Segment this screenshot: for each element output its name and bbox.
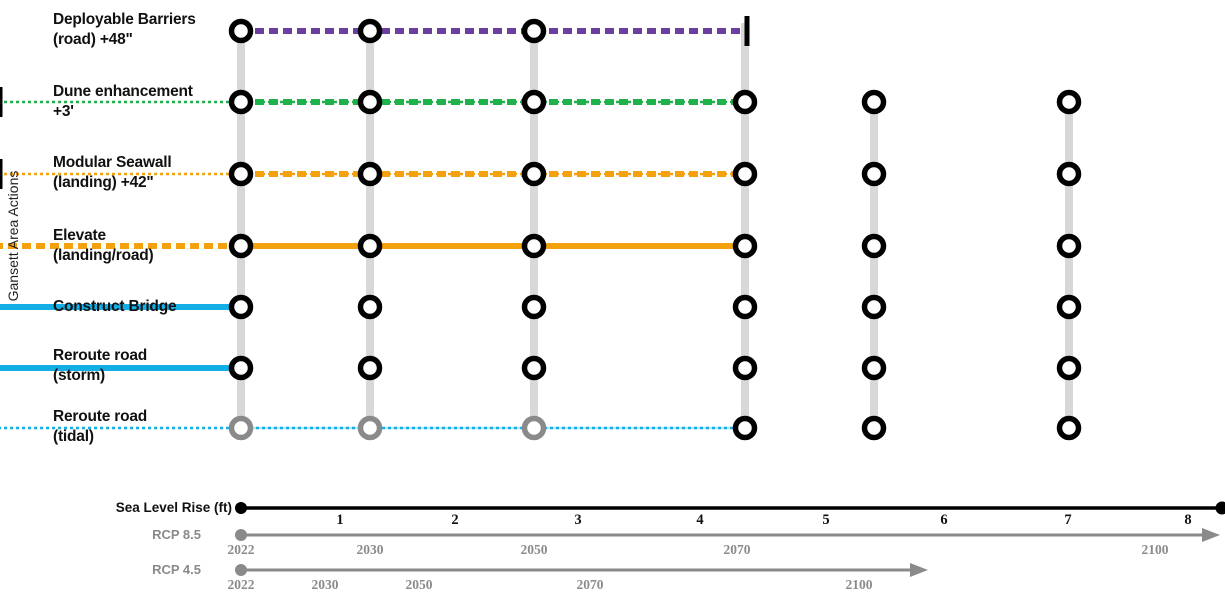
milestone-point [232,237,251,256]
slr-tick-label: 7 [1064,512,1071,528]
milestone-point [1060,419,1079,438]
scenario-arrow-head [1202,528,1220,542]
milestone-point [865,359,884,378]
milestone-point [525,359,544,378]
scenario-year-label: 2022 [228,542,255,557]
action-label: Construct Bridge [53,297,176,317]
action-label-line: (landing) +42" [53,173,171,193]
milestone-point [232,93,251,112]
milestone-point [1060,359,1079,378]
scenario-year-label: 2100 [1142,542,1169,557]
slr-tick-label: 4 [696,512,703,528]
milestone-point [525,237,544,256]
scenario-year-label: 2050 [521,542,548,557]
slr-tick-label: 5 [822,512,829,528]
milestone-point [361,359,380,378]
milestone-point [525,165,544,184]
milestone-point [1060,165,1079,184]
slr-axis-end-dot [1216,502,1225,515]
slr-tick-label: 1 [336,512,343,528]
action-label-line: +3' [53,102,193,122]
scenario-year-label: 2070 [724,542,751,557]
scenario-label: RCP 4.5 [152,562,201,577]
action-label-line: Modular Seawall [53,153,171,173]
slr-tick-label: 2 [451,512,458,528]
milestone-point [736,298,755,317]
milestone-point [736,165,755,184]
action-label-line: (storm) [53,366,147,386]
milestone-point [865,237,884,256]
action-label-line: Dune enhancement [53,82,193,102]
scenario-year-label: 2030 [312,577,339,592]
milestone-point [361,237,380,256]
action-label-line: Elevate [53,226,154,246]
milestone-point-inactive [525,419,544,438]
milestone-point [1060,237,1079,256]
milestone-point [736,237,755,256]
milestone-point [525,93,544,112]
milestone-point [865,298,884,317]
milestone-point [736,93,755,112]
milestone-point [232,359,251,378]
action-label-line: (tidal) [53,427,147,447]
action-label: Deployable Barriers(road) +48" [53,10,196,50]
action-label-line: (landing/road) [53,246,154,266]
action-label-line: Reroute road [53,407,147,427]
milestone-point [865,93,884,112]
scenario-year-label: 2050 [406,577,433,592]
slr-tick-label: 3 [574,512,581,528]
milestone-point [361,165,380,184]
milestone-point [525,298,544,317]
action-label-line: Deployable Barriers [53,10,196,30]
scenario-start-dot [235,564,247,576]
milestone-point [1060,298,1079,317]
scenario-year-label: 2030 [357,542,384,557]
action-label: Reroute road(storm) [53,346,147,386]
milestone-point [1060,93,1079,112]
slr-tick-label: 8 [1184,512,1191,528]
action-label-line: Construct Bridge [53,297,176,317]
milestone-point [232,298,251,317]
action-label: Dune enhancement+3' [53,82,193,122]
scenario-year-label: 2070 [577,577,604,592]
action-label: Modular Seawall(landing) +42" [53,153,171,193]
scenario-year-label: 2100 [846,577,873,592]
milestone-point [232,22,251,41]
scenario-label: RCP 8.5 [152,527,201,542]
scenario-start-dot [235,529,247,541]
slr-axis-label: Sea Level Rise (ft) [116,500,232,515]
action-label: Elevate(landing/road) [53,226,154,266]
milestone-point [361,22,380,41]
milestone-point-inactive [232,419,251,438]
scenario-arrow-head [910,563,928,577]
slr-tick-label: 6 [940,512,947,528]
milestone-point [232,165,251,184]
action-label-line: Reroute road [53,346,147,366]
action-label: Reroute road(tidal) [53,407,147,447]
milestone-point [736,359,755,378]
milestone-point [736,419,755,438]
milestone-point [361,298,380,317]
milestone-point [865,419,884,438]
milestone-point-inactive [361,419,380,438]
milestone-point [361,93,380,112]
milestone-point [865,165,884,184]
action-label-line: (road) +48" [53,30,196,50]
slr-axis-start-dot [235,502,247,514]
scenario-year-label: 2022 [228,577,255,592]
milestone-point [525,22,544,41]
y-axis-label: Gansett Area Actions [5,161,21,311]
